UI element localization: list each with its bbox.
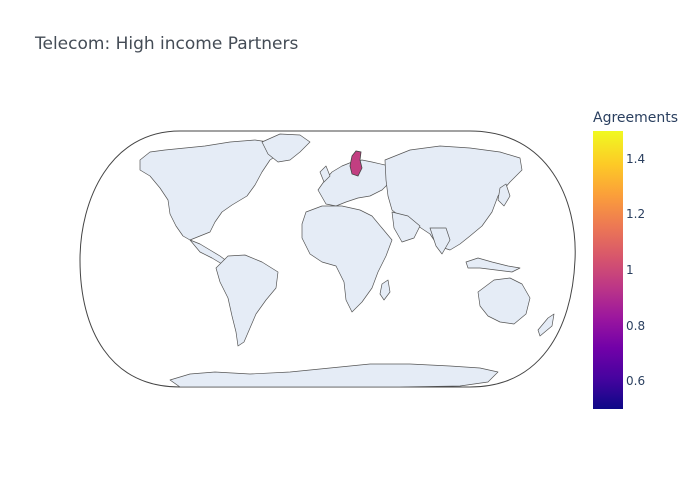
land-uk bbox=[319, 165, 331, 183]
colorbar-tick-label: 1 bbox=[626, 263, 634, 277]
colorbar-tick-label: 1.4 bbox=[626, 151, 646, 166]
country-finland[interactable] bbox=[349, 150, 363, 177]
land-india bbox=[429, 227, 451, 255]
colorbar-tick-label: 0.8 bbox=[626, 318, 646, 333]
land-south-america bbox=[215, 254, 279, 347]
land-north-america bbox=[139, 139, 286, 241]
land-madagascar bbox=[379, 279, 391, 301]
colorbar bbox=[593, 131, 623, 409]
land-new-zealand bbox=[537, 313, 555, 337]
land-japan bbox=[497, 183, 511, 207]
land-australia bbox=[477, 277, 531, 325]
land-masses bbox=[139, 133, 555, 388]
land-greenland bbox=[261, 133, 311, 163]
colorbar-tick-label: 0.6 bbox=[626, 374, 646, 389]
land-indonesia bbox=[465, 257, 521, 273]
land-arabia bbox=[391, 211, 421, 243]
chart-title: Telecom: High income Partners bbox=[35, 34, 299, 54]
colorbar-tick-label: 1.2 bbox=[626, 207, 646, 222]
land-africa bbox=[301, 205, 393, 313]
land-antarctica bbox=[169, 363, 499, 388]
colorbar-title: Agreements bbox=[593, 110, 679, 126]
